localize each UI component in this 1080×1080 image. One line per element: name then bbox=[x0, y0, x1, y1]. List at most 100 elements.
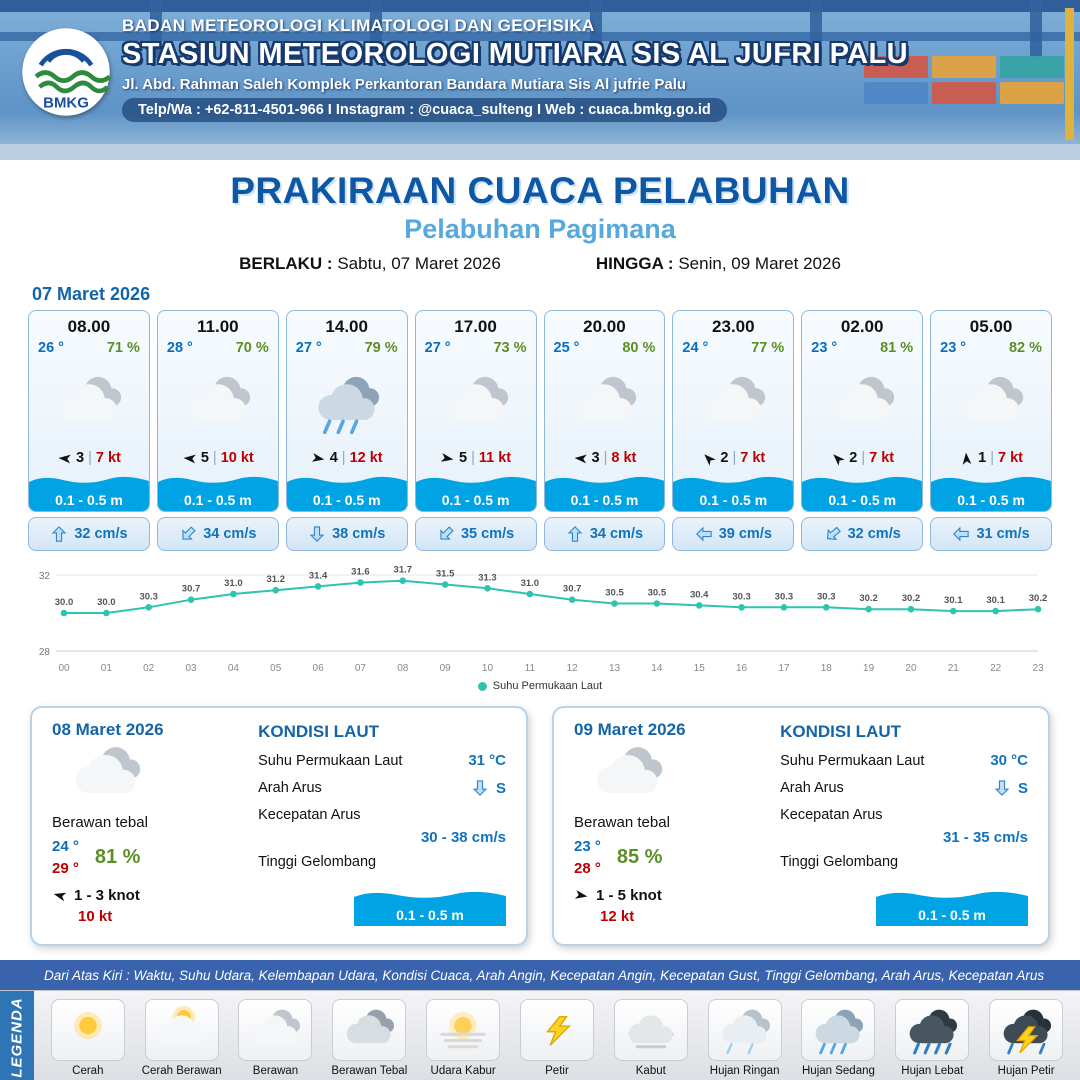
legend-icon-box bbox=[707, 999, 782, 1061]
current-direction-icon bbox=[826, 526, 841, 540]
legend-label: Udara Kabur bbox=[430, 1065, 496, 1077]
daily-wind-range: 1 - 3 knot bbox=[74, 886, 140, 904]
legend-item: Berawan bbox=[231, 999, 319, 1077]
daily-date: 08 Maret 2026 bbox=[52, 720, 164, 739]
current-row: 34 cm/s bbox=[543, 517, 666, 551]
forecast-time: 08.00 bbox=[67, 317, 111, 336]
forecast-card: 05.00 23 ° 82 % 1 | 7 kt 0.1 - 0.5 m bbox=[930, 310, 1052, 551]
wave-height-band: 0.1 - 0.5 m bbox=[286, 471, 407, 511]
svg-text:31.5: 31.5 bbox=[436, 569, 455, 580]
air-temperature: 24 ° bbox=[682, 340, 709, 356]
legend-item: Kabut bbox=[607, 999, 695, 1077]
crane-post bbox=[590, 0, 602, 58]
separator: | bbox=[341, 450, 346, 466]
daily-wind-row: 1 - 3 knot bbox=[52, 887, 238, 904]
wind-direction-icon bbox=[962, 452, 972, 465]
svg-text:30.4: 30.4 bbox=[690, 589, 709, 600]
legend-weather-icon bbox=[159, 1005, 204, 1044]
svg-text:10: 10 bbox=[482, 663, 494, 674]
legend-dot bbox=[477, 681, 487, 691]
wind-row: 2 | 7 kt bbox=[673, 450, 793, 471]
port-crane-beam bbox=[0, 32, 1080, 41]
crane-post bbox=[810, 0, 822, 58]
port-floor bbox=[0, 144, 1080, 160]
wave-height: 0.1 - 0.5 m bbox=[957, 492, 1025, 508]
humidity-value: 77 % bbox=[751, 340, 785, 356]
forecast-time: 14.00 bbox=[325, 317, 368, 336]
legend-label: Berawan bbox=[252, 1065, 299, 1077]
separator: | bbox=[212, 450, 217, 466]
svg-text:31.0: 31.0 bbox=[224, 578, 243, 589]
shipping-containers-illustration bbox=[864, 56, 1064, 104]
legend-section: Dari Atas Kiri : Waktu, Suhu Udara, Kele… bbox=[0, 960, 1080, 1080]
legend-label: Hujan Lebat bbox=[901, 1065, 964, 1077]
wave-height-band: 0.1 - 0.5 m bbox=[415, 471, 536, 511]
wind-speed: 1 bbox=[978, 450, 987, 466]
current-direction-icon bbox=[309, 526, 325, 542]
legend-icon-box bbox=[895, 999, 970, 1061]
svg-text:31.3: 31.3 bbox=[478, 572, 497, 583]
svg-text:23: 23 bbox=[1032, 663, 1044, 674]
current-direction-icon bbox=[472, 780, 488, 796]
forecast-time: 23.00 bbox=[712, 317, 755, 336]
daily-condition: Berawan tebal bbox=[52, 814, 148, 831]
separator: | bbox=[603, 450, 608, 466]
current-row: 32 cm/s bbox=[28, 517, 150, 551]
daily-forecast-card: 09 Maret 2026 Berawan tebal 23 ° 28 ° 85… bbox=[552, 706, 1050, 946]
wave-height: 0.1 - 0.5 m bbox=[828, 492, 897, 508]
wind-direction-icon bbox=[53, 892, 67, 901]
crane-illustration bbox=[1065, 8, 1074, 140]
svg-text:30.7: 30.7 bbox=[182, 584, 201, 595]
wind-speed: 2 bbox=[720, 450, 729, 466]
page-subtitle: Pelabuhan Pagimana bbox=[404, 214, 676, 244]
forecast-card: 23.00 24 ° 77 % 2 | 7 kt 0.1 - 0.5 m bbox=[672, 310, 795, 551]
hingga-label: HINGGA : bbox=[595, 254, 674, 273]
current-speed-value: 31 - 35 cm/s bbox=[942, 829, 1028, 846]
wind-direction-icon bbox=[183, 454, 196, 463]
forecast-card: 08.00 26 ° 71 % 3 | 7 kt 0.1 - 0.5 m bbox=[28, 310, 150, 551]
current-speed: 34 cm/s bbox=[203, 526, 257, 542]
bmkg-logo: BMKG bbox=[20, 26, 112, 118]
legend-weather-icon bbox=[722, 1009, 770, 1055]
humidity-value: 80 % bbox=[622, 340, 656, 356]
current-direction-icon bbox=[994, 780, 1010, 796]
legend-item: Udara Kabur bbox=[419, 999, 507, 1077]
svg-text:05: 05 bbox=[270, 663, 282, 674]
current-direction-icon bbox=[695, 526, 712, 542]
current-direction-label: Arah Arus bbox=[258, 780, 322, 796]
wave-height: 0.1 - 0.5 m bbox=[55, 492, 123, 508]
svg-text:31.2: 31.2 bbox=[266, 574, 285, 585]
current-speed: 35 cm/s bbox=[460, 526, 515, 542]
weather-icon bbox=[189, 376, 250, 421]
air-temperature: 27 ° bbox=[424, 340, 451, 356]
daily-condition: Berawan tebal bbox=[574, 814, 670, 831]
weather-icon-slot bbox=[287, 356, 407, 450]
humidity-value: 71 % bbox=[106, 340, 140, 356]
forecast-card: 20.00 25 ° 80 % 3 | 8 kt 0.1 - 0.5 m bbox=[543, 310, 666, 551]
current-speed: 32 cm/s bbox=[74, 526, 128, 542]
humidity-value: 73 % bbox=[493, 340, 527, 356]
svg-text:03: 03 bbox=[185, 663, 197, 674]
separator: | bbox=[990, 450, 994, 466]
legend-weather-icon bbox=[816, 1009, 864, 1055]
hourly-forecast-row: 08.00 26 ° 71 % 3 | 7 kt 0.1 - 0.5 m bbox=[28, 310, 1052, 551]
svg-text:30.1: 30.1 bbox=[986, 595, 1005, 606]
wind-direction-icon bbox=[311, 452, 325, 462]
weather-icon-slot bbox=[158, 356, 278, 450]
port-crane-beam bbox=[0, 0, 1080, 12]
air-temperature: 26 ° bbox=[38, 340, 64, 356]
weather-icon bbox=[318, 376, 379, 434]
daily-humidity: 85 % bbox=[616, 846, 663, 869]
air-temperature: 27 ° bbox=[295, 340, 322, 356]
legend-label: Kabut bbox=[635, 1065, 666, 1077]
daily-temps: 23 ° 28 ° 85 % bbox=[574, 836, 760, 880]
wind-row: 4 | 12 kt bbox=[287, 450, 407, 471]
daily-forecast-card: 08 Maret 2026 Berawan tebal 24 ° 29 ° 81… bbox=[30, 706, 528, 946]
air-temperature: 25 ° bbox=[553, 340, 580, 356]
wind-direction-icon bbox=[833, 453, 846, 466]
legend-icon-box bbox=[332, 999, 407, 1061]
forecast-time: 02.00 bbox=[840, 317, 884, 336]
svg-text:30.5: 30.5 bbox=[648, 588, 667, 599]
svg-text:30.5: 30.5 bbox=[605, 588, 624, 599]
svg-text:13: 13 bbox=[609, 663, 621, 674]
